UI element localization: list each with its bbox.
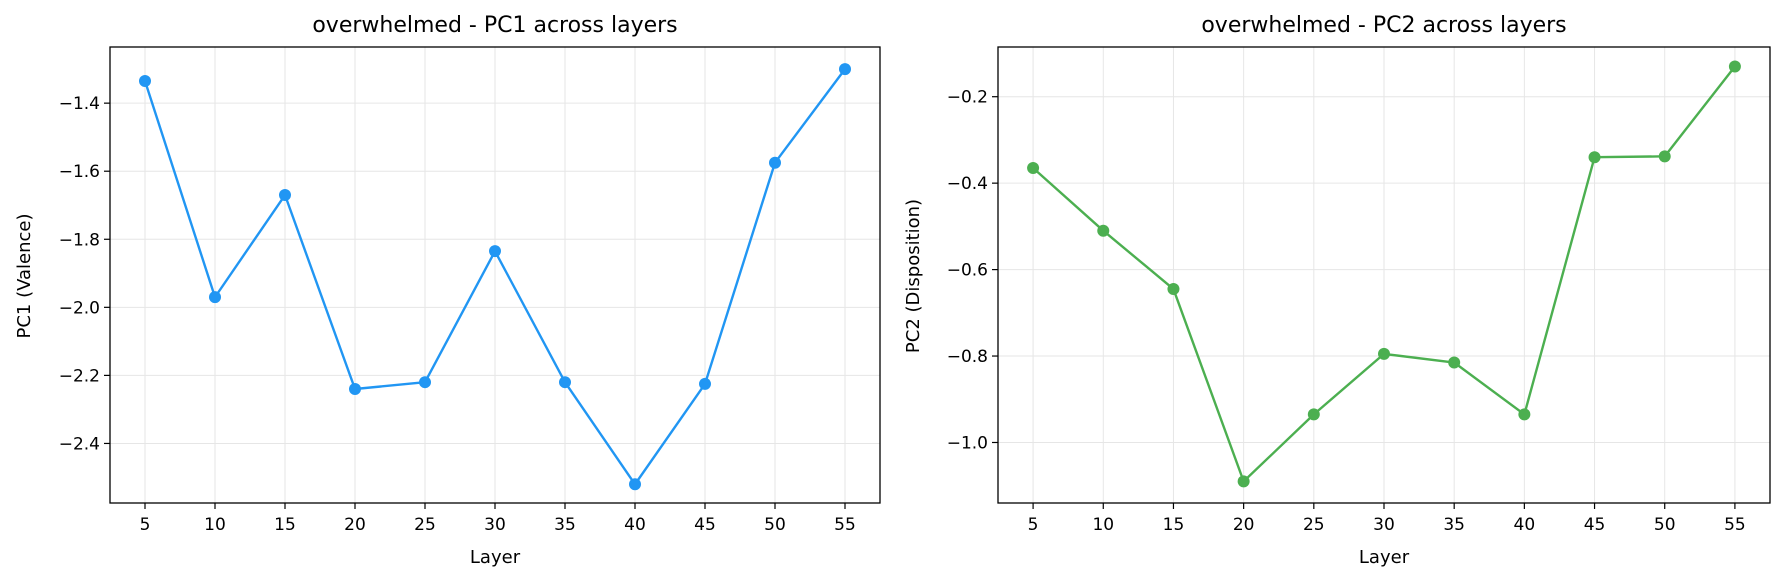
pc1-x-tick-label: 45	[694, 515, 716, 535]
pc2-y-tick-label: −0.4	[947, 174, 988, 194]
pc2-data-point	[1307, 408, 1320, 421]
pc1-x-tick-label: 15	[274, 515, 296, 535]
pc2-data-point	[1588, 151, 1601, 164]
pc1-data-point	[489, 245, 501, 258]
pc1-x-tick-label: 35	[554, 515, 576, 535]
pc1-x-tick-label: 40	[624, 515, 646, 535]
pc1-x-tick-label: 55	[834, 515, 856, 535]
pc2-y-tick-label: −1.0	[947, 433, 988, 453]
pc2-x-tick-label: 15	[1163, 515, 1185, 535]
pc2-data-point	[1448, 356, 1461, 369]
pc2-y-tick-label: −0.8	[947, 347, 988, 367]
pc1-x-tick-label: 50	[764, 515, 786, 535]
pc2-chart: overwhelmed - PC2 across layers Layer PC…	[903, 13, 1771, 568]
pc2-data-point	[1378, 347, 1390, 360]
pc1-data-point	[419, 376, 431, 389]
pc1-x-tick-label: 30	[484, 515, 506, 535]
pc1-y-axis-label: PC1 (Valence)	[14, 213, 35, 338]
pc1-chart: overwhelmed - PC1 across layers Layer PC…	[14, 13, 881, 568]
pc1-y-tick-label: −2.4	[59, 434, 100, 454]
pc1-x-tick-label: 10	[204, 515, 226, 535]
pc1-data-point	[279, 189, 291, 202]
pc2-x-tick-label: 5	[1028, 515, 1039, 535]
pc1-chart-title: overwhelmed - PC1 across layers	[312, 13, 677, 38]
pc1-x-tick-label: 5	[140, 515, 151, 535]
pc1-data-point	[349, 383, 361, 395]
pc2-chart-title: overwhelmed - PC2 across layers	[1201, 13, 1566, 38]
pc1-y-tick-label: −2.2	[59, 366, 100, 386]
pc2-y-tick-label: −0.2	[947, 88, 988, 108]
pc2-x-tick-label: 10	[1092, 515, 1114, 535]
pc1-plot-frame	[109, 46, 881, 504]
pc1-data-point	[559, 376, 571, 389]
pc1-data-point	[699, 377, 711, 390]
pc1-y-tick-label: −2.0	[59, 298, 100, 318]
pc2-data-point	[1167, 283, 1180, 296]
pc2-data-point	[1237, 475, 1250, 488]
pc2-y-tick-label: −0.6	[947, 261, 988, 281]
pc2-x-tick-label: 40	[1514, 515, 1536, 535]
pc2-x-axis-label: Layer	[1359, 547, 1410, 568]
pc1-x-tick-label: 20	[344, 515, 366, 535]
pc1-data-point	[769, 156, 781, 169]
pc2-data-point	[1658, 150, 1671, 163]
pc2-data-point	[1518, 408, 1531, 421]
pc2-x-tick-label: 55	[1724, 515, 1746, 535]
pc2-x-tick-label: 50	[1654, 515, 1676, 535]
pc2-x-tick-label: 20	[1233, 515, 1255, 535]
pc2-data-point	[1097, 224, 1110, 237]
pc2-x-tick-label: 25	[1303, 515, 1325, 535]
pc1-data-point	[839, 63, 851, 76]
pc2-data-point	[1728, 60, 1741, 73]
pc2-data-point	[1027, 162, 1040, 175]
pc1-y-tick-label: −1.8	[59, 230, 100, 250]
pc2-y-axis-label: PC2 (Disposition)	[903, 199, 924, 353]
pc1-data-point	[209, 291, 221, 304]
pc2-x-tick-label: 35	[1443, 515, 1465, 535]
pc1-data-point	[629, 478, 641, 491]
pc2-x-tick-label: 45	[1584, 515, 1606, 535]
pc1-x-tick-label: 25	[414, 515, 436, 535]
pc1-y-tick-label: −1.4	[59, 94, 100, 114]
pc1-data-point	[139, 75, 151, 88]
pc2-plot-frame	[997, 46, 1771, 504]
pc1-y-tick-label: −1.6	[59, 162, 100, 182]
pc2-x-tick-label: 30	[1373, 515, 1395, 535]
pc1-x-axis-label: Layer	[470, 547, 521, 568]
